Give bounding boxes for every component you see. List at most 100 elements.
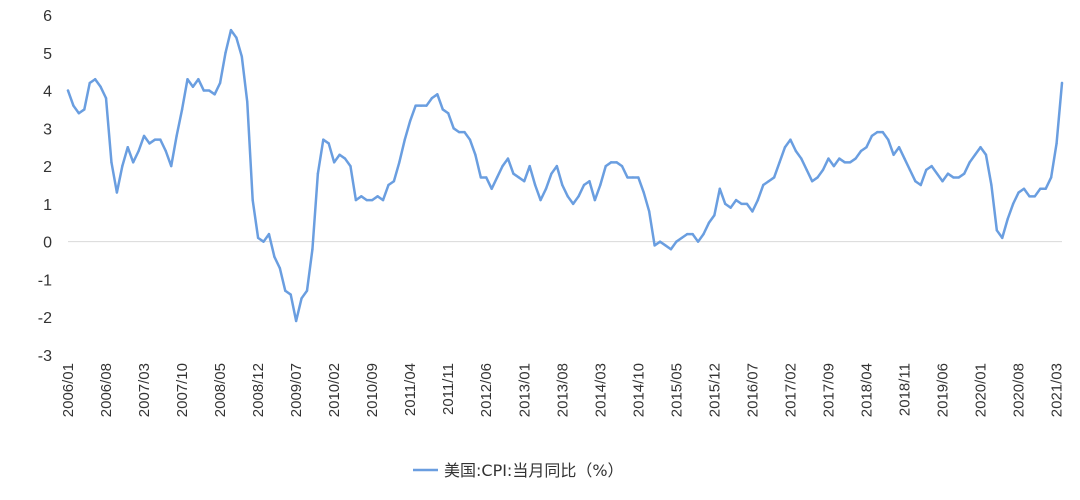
data-point — [490, 187, 493, 190]
y-tick-label: 5 — [43, 46, 52, 63]
data-points — [66, 28, 1064, 323]
data-point — [468, 138, 472, 141]
data-point — [218, 81, 222, 85]
data-point — [718, 187, 721, 190]
data-point — [1055, 142, 1058, 145]
data-point — [995, 229, 999, 232]
data-point — [865, 146, 868, 149]
data-point — [653, 244, 656, 247]
x-tick-label: 2015/05 — [668, 363, 685, 417]
x-tick-label: 2020/01 — [973, 363, 990, 417]
x-tick-label: 2006/08 — [98, 363, 115, 417]
data-point — [148, 142, 151, 145]
data-point — [604, 164, 607, 168]
data-point — [702, 232, 705, 236]
data-point — [110, 161, 113, 164]
data-point — [1033, 195, 1037, 198]
data-point — [805, 168, 808, 172]
data-point — [159, 138, 162, 141]
data-point — [984, 153, 988, 156]
data-point — [941, 180, 944, 183]
data-point — [300, 297, 303, 300]
data-point — [191, 85, 195, 88]
data-point — [186, 78, 189, 81]
data-point — [392, 180, 396, 183]
data-point — [566, 195, 569, 198]
data-point — [88, 81, 91, 85]
data-point — [425, 104, 428, 107]
data-point — [751, 210, 754, 213]
data-point — [235, 36, 238, 39]
data-point — [164, 149, 167, 153]
data-point — [658, 240, 662, 243]
data-point — [1044, 187, 1047, 190]
data-point — [202, 89, 205, 92]
data-point — [968, 161, 971, 164]
data-point — [517, 176, 521, 179]
data-point — [251, 198, 254, 202]
data-point — [713, 214, 716, 217]
data-point — [903, 157, 906, 160]
data-point — [756, 198, 760, 202]
data-point — [528, 164, 531, 168]
data-point — [599, 183, 602, 187]
data-point — [669, 248, 673, 251]
data-point — [267, 232, 271, 236]
y-axis-tick-labels: 6 5 4 3 2 1 0 -1 -2 -3 — [38, 8, 52, 365]
y-tick-label: 3 — [43, 121, 52, 138]
data-point — [512, 172, 515, 175]
x-tick-label: 2013/08 — [554, 363, 571, 417]
data-point — [1001, 236, 1004, 240]
data-point — [316, 172, 320, 175]
data-point — [436, 93, 439, 96]
data-point — [642, 191, 645, 194]
data-point — [463, 130, 466, 134]
cpi-yoy-series-line — [66, 28, 1064, 323]
x-tick-label: 2007/10 — [174, 363, 191, 417]
data-point — [485, 176, 488, 179]
data-point — [800, 157, 803, 160]
x-tick-label: 2019/06 — [935, 363, 952, 417]
data-point — [354, 198, 358, 202]
data-point — [550, 172, 553, 175]
data-point — [381, 198, 385, 202]
data-point — [870, 134, 874, 138]
data-point — [778, 161, 781, 164]
data-point — [979, 146, 982, 149]
data-point — [691, 232, 694, 236]
x-tick-label: 2016/07 — [744, 363, 761, 417]
data-point — [686, 232, 689, 236]
data-point — [952, 176, 955, 179]
data-point — [886, 138, 890, 141]
data-point — [332, 161, 336, 164]
data-point — [626, 176, 629, 179]
data-point — [854, 157, 857, 160]
data-point — [311, 248, 314, 251]
data-point — [588, 180, 591, 183]
data-point — [115, 191, 119, 194]
data-point — [783, 146, 787, 149]
data-point — [409, 119, 412, 122]
data-point — [452, 127, 455, 130]
data-point — [772, 176, 776, 179]
x-tick-label: 2010/09 — [364, 363, 381, 417]
data-point — [620, 164, 624, 168]
data-point — [957, 176, 960, 179]
data-point — [1028, 195, 1031, 198]
data-point — [990, 183, 993, 187]
data-point — [1011, 202, 1015, 206]
x-tick-label: 2017/02 — [782, 363, 799, 417]
data-point — [675, 240, 678, 243]
data-point — [914, 180, 917, 183]
data-point — [577, 195, 580, 198]
data-point — [533, 183, 537, 187]
x-tick-label: 2012/06 — [478, 363, 495, 417]
data-point — [745, 202, 749, 206]
data-point — [104, 96, 108, 100]
data-point — [794, 149, 798, 153]
data-point — [246, 100, 249, 104]
data-point — [631, 176, 635, 179]
data-point — [273, 255, 276, 258]
data-point — [121, 164, 124, 168]
data-point — [213, 93, 216, 96]
